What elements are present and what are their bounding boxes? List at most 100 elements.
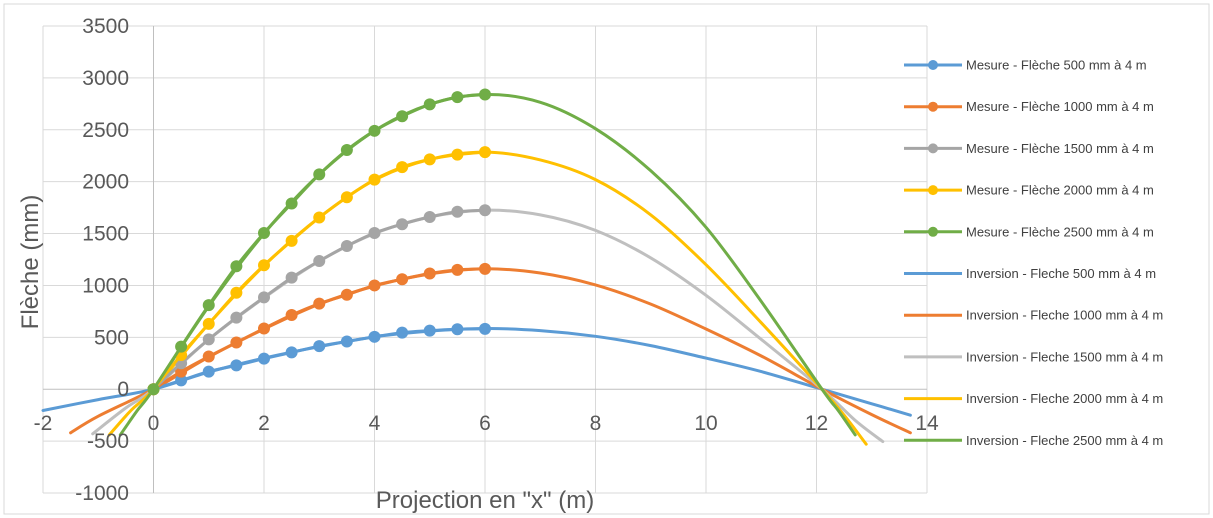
legend-marker	[928, 185, 938, 196]
gridlines	[42, 25, 928, 494]
x-tick-label: 4	[369, 412, 381, 435]
data-point	[368, 124, 381, 137]
data-point	[202, 365, 215, 378]
legend-label: Inversion - Fleche 2000 mm à 4 m	[966, 391, 1163, 406]
y-tick-label: 1500	[82, 223, 129, 246]
data-point	[285, 234, 298, 247]
data-point	[285, 346, 298, 359]
data-point	[258, 322, 270, 335]
x-axis-title: Projection en "x" (m)	[376, 487, 594, 514]
x-tick-label: 0	[148, 412, 160, 435]
legend-label: Inversion - Fleche 2500 mm à 4 m	[966, 433, 1163, 448]
x-tick-label: 12	[805, 412, 828, 435]
data-point	[479, 88, 491, 101]
data-point	[147, 383, 160, 396]
data-point	[340, 335, 353, 348]
x-tick-label: 6	[479, 412, 491, 435]
data-point	[258, 227, 270, 240]
data-point	[451, 91, 464, 104]
data-point	[479, 262, 491, 275]
data-point	[368, 330, 381, 343]
data-point	[285, 197, 298, 210]
y-tick-label: 3500	[82, 15, 129, 38]
data-point	[202, 299, 215, 312]
axes	[43, 26, 927, 493]
x-tick-label: 14	[915, 412, 939, 435]
x-tick-label: 2	[258, 412, 270, 435]
data-point	[368, 279, 381, 292]
y-tick-label: -500	[87, 430, 129, 453]
data-point	[313, 340, 326, 353]
data-point	[258, 259, 270, 272]
data-point	[230, 359, 243, 372]
x-tick-label: 8	[590, 412, 602, 435]
legend-label: Mesure - Flèche 2500 mm à 4 m	[966, 224, 1154, 239]
y-tick-label: 3000	[82, 67, 129, 90]
chart-border	[3, 3, 1210, 515]
y-tick-label: 2000	[82, 171, 129, 194]
data-point	[340, 144, 353, 157]
data-point	[230, 286, 243, 299]
data-point	[202, 317, 215, 330]
data-point	[230, 260, 243, 273]
data-point	[313, 168, 326, 181]
legend-label: Inversion - Fleche 500 mm à 4 m	[966, 266, 1156, 281]
data-point	[423, 267, 436, 280]
legend-label: Mesure - Flèche 1500 mm à 4 m	[966, 141, 1154, 156]
data-point	[340, 240, 353, 253]
data-point	[451, 148, 464, 161]
legend-marker	[928, 143, 938, 154]
legend-marker	[928, 60, 938, 70]
data-point	[479, 204, 491, 217]
data-point	[340, 191, 353, 204]
data-point	[368, 227, 381, 240]
y-axis-title: Flèche (mm)	[17, 195, 44, 330]
data-point	[258, 291, 270, 304]
data-point	[451, 205, 464, 218]
data-point	[396, 273, 409, 286]
data-point	[423, 98, 436, 111]
legend: Mesure - Flèche 500 mm à 4 m Mesure - Flè…	[904, 58, 1163, 448]
data-point	[313, 211, 326, 224]
data-point	[396, 110, 409, 123]
x-tick-label: -2	[34, 412, 53, 435]
y-tick-label: -1000	[75, 482, 129, 505]
data-point	[451, 323, 464, 336]
legend-label: Mesure - Flèche 1000 mm à 4 m	[966, 99, 1154, 114]
data-point	[451, 263, 464, 276]
tick-labels: -1000 -500 0 500 1000 1500 2000 2500 3000 3500 -2 0…	[34, 15, 939, 505]
data-point	[396, 326, 409, 339]
data-point	[423, 324, 436, 337]
data-point	[175, 365, 188, 378]
data-point	[340, 288, 353, 301]
data-point	[285, 309, 298, 322]
y-tick-label: 2500	[82, 119, 129, 142]
data-point	[479, 146, 491, 159]
legend-label: Inversion - Fleche 1000 mm à 4 m	[966, 308, 1163, 323]
legend-label: Mesure - Flèche 2000 mm à 4 m	[966, 183, 1154, 198]
data-point	[423, 153, 436, 166]
data-point	[396, 218, 409, 231]
data-point	[175, 340, 188, 353]
data-point	[230, 336, 243, 349]
data-point	[313, 297, 326, 310]
data-point	[368, 173, 381, 186]
data-point	[479, 322, 491, 335]
data-point	[258, 352, 270, 365]
data-point	[230, 311, 243, 324]
data-point	[175, 374, 188, 387]
data-point	[202, 333, 215, 346]
legend-label: Mesure - Flèche 500 mm à 4 m	[966, 58, 1147, 73]
x-tick-label: 10	[694, 412, 717, 435]
plot-area	[41, 88, 912, 446]
data-point	[285, 271, 298, 284]
data-point	[423, 210, 436, 223]
y-tick-label: 0	[117, 378, 129, 401]
data-point	[313, 255, 326, 268]
legend-label: Inversion - Fleche 1500 mm à 4 m	[966, 349, 1163, 364]
data-point	[396, 161, 409, 174]
y-tick-label: 500	[94, 326, 129, 349]
data-point	[202, 350, 215, 363]
y-tick-label: 1000	[82, 274, 129, 297]
